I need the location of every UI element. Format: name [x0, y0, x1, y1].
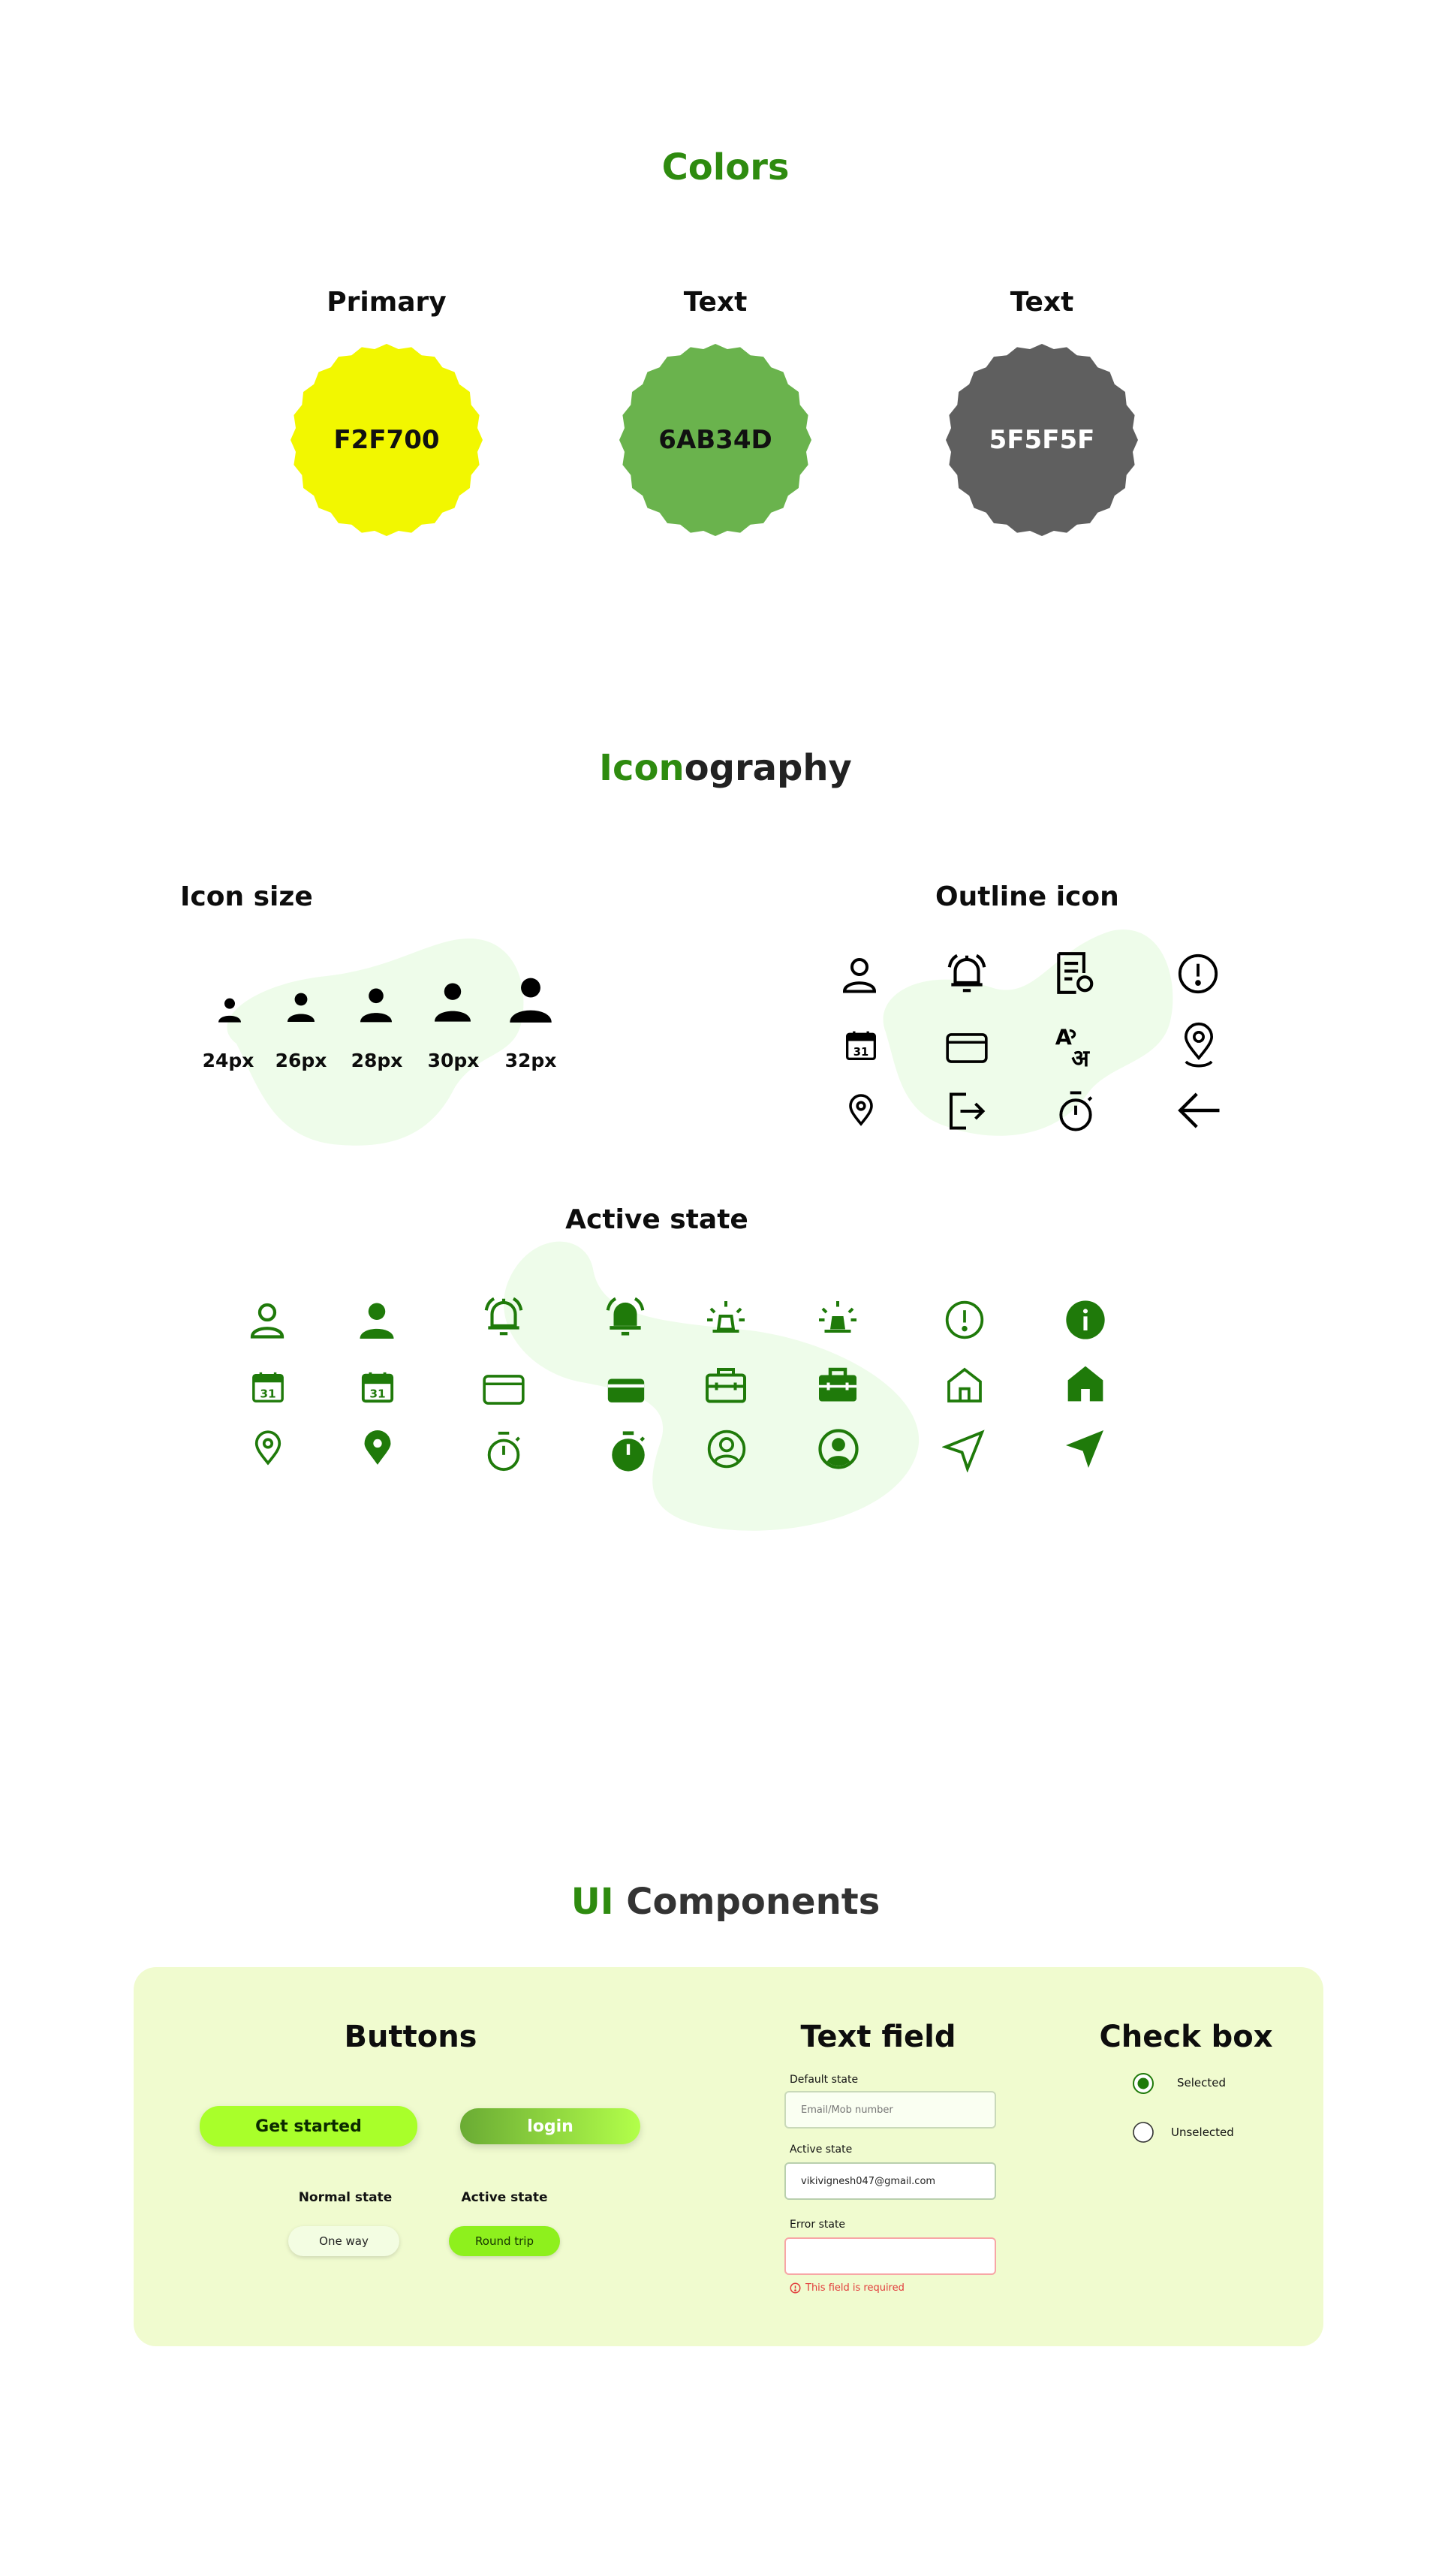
- home-filled-icon: [1067, 1366, 1103, 1402]
- one-way-chip[interactable]: One way: [288, 2226, 399, 2256]
- account-circle-icon: [707, 1430, 746, 1469]
- stopwatch-icon: [487, 1431, 520, 1472]
- iconography-title-rest: ography: [684, 747, 852, 789]
- active-state-field-label: Active state: [790, 2144, 853, 2156]
- person-icon: [360, 988, 392, 1023]
- bell-ring-icon: [947, 954, 986, 993]
- person-icon: [218, 998, 241, 1023]
- ui-components-title-rest: Components: [626, 1881, 881, 1923]
- calendar-icon: 31: [846, 1031, 876, 1060]
- swatch-hex-green: 6AB34D: [658, 425, 772, 455]
- alarm-light-filled-icon: [819, 1301, 856, 1333]
- navigation-arrow-filled-icon: [1066, 1430, 1103, 1468]
- error-state-label: Error state: [790, 2219, 846, 2231]
- bell-ring-filled-icon: [606, 1297, 645, 1336]
- email-field-error[interactable]: [784, 2237, 996, 2275]
- calendar-filled-icon: 31: [361, 1372, 394, 1403]
- swatch-hex-grey: 5F5F5F: [989, 425, 1095, 455]
- error-icon: [790, 2282, 801, 2294]
- bell-ring-icon: [484, 1297, 523, 1336]
- swatch-text-green: 6AB34D: [618, 342, 813, 538]
- briefcase-icon: [706, 1368, 746, 1403]
- buttons-title: Buttons: [344, 2020, 477, 2054]
- logout-icon: [950, 1092, 986, 1130]
- colors-title: Colors: [661, 146, 790, 188]
- background-blob: [227, 939, 524, 1146]
- person-outline-icon: [842, 958, 877, 993]
- location-pin-icon: [1184, 1022, 1214, 1068]
- text-field-title: Text field: [800, 2020, 956, 2054]
- radio-unselected-label: Unselected: [1171, 2126, 1234, 2139]
- normal-state-label: Normal state: [298, 2190, 393, 2205]
- iconography-title-accent: Icon: [599, 747, 685, 789]
- svg-text:31: 31: [260, 1387, 275, 1400]
- svg-text:31: 31: [853, 1046, 868, 1059]
- person-icon: [287, 993, 315, 1022]
- ui-components-panel: [134, 1967, 1323, 2346]
- round-trip-chip[interactable]: Round trip: [449, 2226, 560, 2256]
- size-label-28: 28px: [351, 1050, 403, 1071]
- person-icon: [510, 978, 552, 1023]
- credit-card-icon: [483, 1375, 525, 1405]
- svg-text:31: 31: [369, 1387, 385, 1400]
- alert-circle-icon: [1178, 954, 1218, 994]
- radio-selected-label: Selected: [1177, 2076, 1227, 2089]
- arrow-left-icon: [1178, 1092, 1220, 1128]
- svg-text:A: A: [1055, 1025, 1072, 1050]
- size-label-30: 30px: [427, 1050, 480, 1071]
- location-pin-icon: [254, 1430, 281, 1466]
- radio-selected[interactable]: [1132, 2072, 1154, 2095]
- alert-circle-icon: [945, 1300, 984, 1339]
- home-icon: [947, 1367, 982, 1402]
- location-pin-filled-icon: [364, 1430, 391, 1465]
- radio-unselected[interactable]: [1132, 2121, 1154, 2144]
- login-button[interactable]: login: [460, 2108, 640, 2144]
- person-icon: [435, 983, 471, 1022]
- navigation-arrow-icon: [942, 1430, 985, 1472]
- check-box-title: Check box: [1099, 2020, 1273, 2054]
- translate-icon: Aअ: [1055, 1025, 1090, 1070]
- swatch-label-primary: Primary: [327, 287, 447, 318]
- alarm-light-icon: [707, 1301, 745, 1333]
- error-message: This field is required: [790, 2282, 905, 2294]
- size-label-26: 26px: [275, 1050, 327, 1071]
- ui-components-title-accent: UI: [570, 1881, 614, 1923]
- size-label-24: 24px: [202, 1050, 254, 1071]
- background-blob: [883, 929, 1173, 1136]
- swatch-primary: F2F700: [289, 342, 484, 538]
- get-started-button[interactable]: Get started: [200, 2106, 417, 2147]
- swatch-label-text-green: Text: [683, 287, 748, 318]
- swatch-hex-primary: F2F700: [333, 425, 440, 455]
- person-outline-icon: [250, 1303, 284, 1339]
- location-pin-small-icon: [849, 1094, 873, 1126]
- email-field-default[interactable]: [784, 2091, 996, 2129]
- ui-components-title: UI Components: [0, 1881, 1451, 1923]
- error-message-text: This field is required: [805, 2282, 905, 2294]
- email-field-active[interactable]: vikivignesh047@gmail.com: [784, 2162, 996, 2200]
- active-state-label: Active state: [461, 2190, 548, 2205]
- person-filled-icon: [360, 1303, 394, 1339]
- icon-size-title: Icon size: [180, 881, 313, 912]
- credit-card-icon: [946, 1033, 988, 1063]
- size-label-32: 32px: [504, 1050, 557, 1071]
- default-state-label: Default state: [790, 2074, 859, 2086]
- document-icon: [1057, 952, 1094, 994]
- iconography-title: Iconography: [0, 747, 1451, 789]
- account-circle-filled-icon: [818, 1429, 859, 1469]
- svg-text:अ: अ: [1071, 1045, 1090, 1070]
- briefcase-filled-icon: [819, 1367, 856, 1402]
- credit-card-filled-icon: [607, 1378, 645, 1402]
- swatch-label-text-grey: Text: [1010, 287, 1074, 318]
- active-state-title: Active state: [565, 1204, 748, 1235]
- outline-icon-title: Outline icon: [935, 881, 1119, 912]
- stopwatch-filled-icon: [612, 1431, 646, 1472]
- info-filled-icon: [1066, 1300, 1105, 1339]
- calendar-icon: 31: [252, 1372, 284, 1402]
- stopwatch-icon: [1059, 1091, 1093, 1131]
- swatch-text-grey: 5F5F5F: [944, 342, 1139, 538]
